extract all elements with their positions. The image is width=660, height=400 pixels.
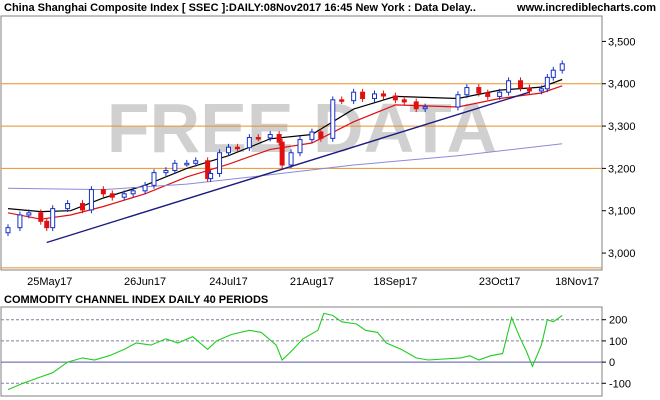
candle-body [309, 131, 315, 141]
price-x-tick-label: 25May17 [27, 276, 72, 288]
candle-body [497, 91, 503, 97]
candle-body [550, 69, 556, 78]
candle-body [234, 146, 240, 150]
price-x-tick-label: 23Oct17 [479, 276, 521, 288]
chart-title: China Shanghai Composite Index [ SSEC ]:… [4, 2, 476, 14]
candle-body [38, 212, 44, 222]
candle-body [392, 95, 398, 101]
price-candles [5, 60, 565, 237]
cci-y-tick-labels: -100 0 100 200 [602, 315, 631, 390]
moving-average-1 [7, 85, 563, 220]
cci-y-tick-label: 200 [609, 315, 627, 327]
price-x-tick-label: 24Jul17 [209, 276, 248, 288]
price-y-tick-label: 3,400 [608, 79, 636, 91]
price-x-tick-labels: 25May17 26Jun17 24Jul17 21Aug17 18Sep17 23Oct… [27, 276, 599, 288]
watermark: FREE DATA [107, 89, 497, 167]
cci-levels [1, 319, 602, 384]
candle-body [88, 189, 94, 211]
candle-body [559, 63, 565, 71]
candle-body [279, 141, 285, 166]
candle-body [518, 80, 524, 89]
trendline [46, 91, 530, 244]
price-x-tick-label: 21Aug17 [290, 276, 334, 288]
price-y-tick-labels: 3,000 3,100 3,200 3,300 3,400 3,500 [602, 36, 636, 260]
cci-plot-area [0, 306, 603, 397]
candle-body [351, 91, 357, 102]
candle-body [163, 170, 169, 174]
candle-body [121, 193, 127, 198]
candle-body [544, 76, 550, 90]
candle-body [506, 80, 512, 93]
candle-body [380, 93, 386, 97]
candle-body [151, 172, 157, 186]
candle-body [485, 92, 491, 97]
candle-body [79, 203, 85, 211]
cci-y-tick-label: -100 [609, 378, 631, 390]
candle-body [267, 134, 273, 139]
candle-body [109, 193, 115, 198]
candle-body [246, 136, 252, 149]
candle-body [413, 101, 419, 110]
price-y-tick-label: 3,300 [608, 121, 636, 133]
cci-y-tick-label: 100 [609, 336, 627, 348]
candle-body [205, 160, 211, 180]
candle-body [455, 94, 461, 108]
cci-title: COMMODITY CHANNEL INDEX DAILY 40 PERIODS [4, 294, 269, 306]
candle-body [255, 136, 261, 140]
price-x-tick-label: 26Jun17 [124, 276, 166, 288]
candle-body [225, 146, 231, 154]
candle-body [208, 172, 214, 180]
candle-body [339, 99, 345, 102]
price-x-tick-label: 18Nov17 [555, 276, 599, 288]
candle-body [184, 162, 190, 166]
candle-body [526, 87, 532, 92]
candle-body [476, 87, 482, 94]
price-y-tick-label: 3,500 [608, 36, 636, 48]
price-horizontal-levels [1, 83, 602, 269]
candle-body [26, 212, 32, 216]
price-x-tick-label: 18Sep17 [373, 276, 417, 288]
candle-body [318, 131, 324, 139]
candle-body [330, 99, 336, 139]
candle-body [360, 91, 366, 100]
candle-body [217, 152, 223, 174]
price-trendline [46, 91, 530, 244]
candle-body [44, 220, 50, 229]
cci-panel: -100 0 100 200 [0, 306, 631, 397]
candle-body [65, 203, 71, 210]
candle-body [401, 99, 407, 103]
candle-body [464, 87, 470, 96]
site-link[interactable]: www.incrediblecharts.com [517, 2, 656, 14]
candle-body [17, 214, 23, 229]
candle-body [372, 93, 378, 100]
cci-y-tick-label: 0 [609, 357, 615, 369]
cci-line [7, 312, 563, 391]
candle-body [288, 152, 294, 166]
candle-body [142, 184, 148, 192]
cci-series [7, 312, 563, 391]
candle-body [5, 227, 11, 234]
candle-body [100, 189, 106, 195]
candle-body [130, 190, 136, 195]
candle-body [297, 139, 303, 154]
price-y-tick-label: 3,100 [608, 206, 636, 218]
candle-body [422, 106, 428, 110]
candle-body [50, 208, 56, 229]
price-y-tick-label: 3,200 [608, 163, 636, 175]
price-y-tick-label: 3,000 [608, 248, 636, 260]
candle-body [276, 134, 282, 143]
candle-body [538, 88, 544, 92]
candle-body [172, 162, 178, 172]
candle-body [193, 160, 199, 164]
price-panel: FREE DATA 3,000 3,100 3,200 3,300 3,400 3,500… [0, 15, 636, 288]
